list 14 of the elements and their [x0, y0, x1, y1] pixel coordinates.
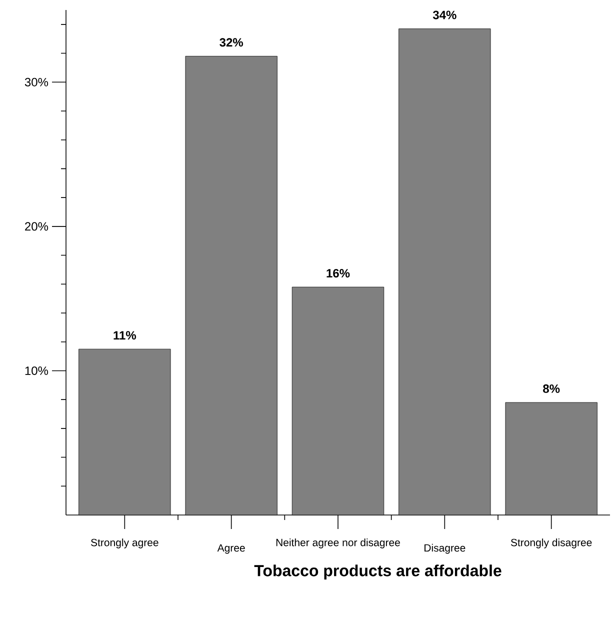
y-tick-label: 30%	[24, 78, 48, 86]
data-label: 16%	[326, 269, 350, 278]
x-tick-label: Neither agree nor disagree	[276, 538, 400, 548]
x-axis-title: Tobacco products are affordable	[254, 564, 502, 580]
data-label: 11%	[114, 331, 136, 340]
x-tick-label: Agree	[217, 544, 245, 554]
y-tick-label: 10%	[25, 366, 48, 375]
y-tick-label: 20%	[25, 222, 48, 231]
data-label: 34%	[432, 10, 456, 20]
data-label: 8%	[543, 384, 560, 393]
x-tick-label: Strongly disagree	[510, 538, 592, 548]
x-tick-label: Strongly agree	[90, 538, 158, 548]
x-tick-label: Disagree	[424, 544, 466, 554]
data-label: 32%	[220, 38, 244, 47]
